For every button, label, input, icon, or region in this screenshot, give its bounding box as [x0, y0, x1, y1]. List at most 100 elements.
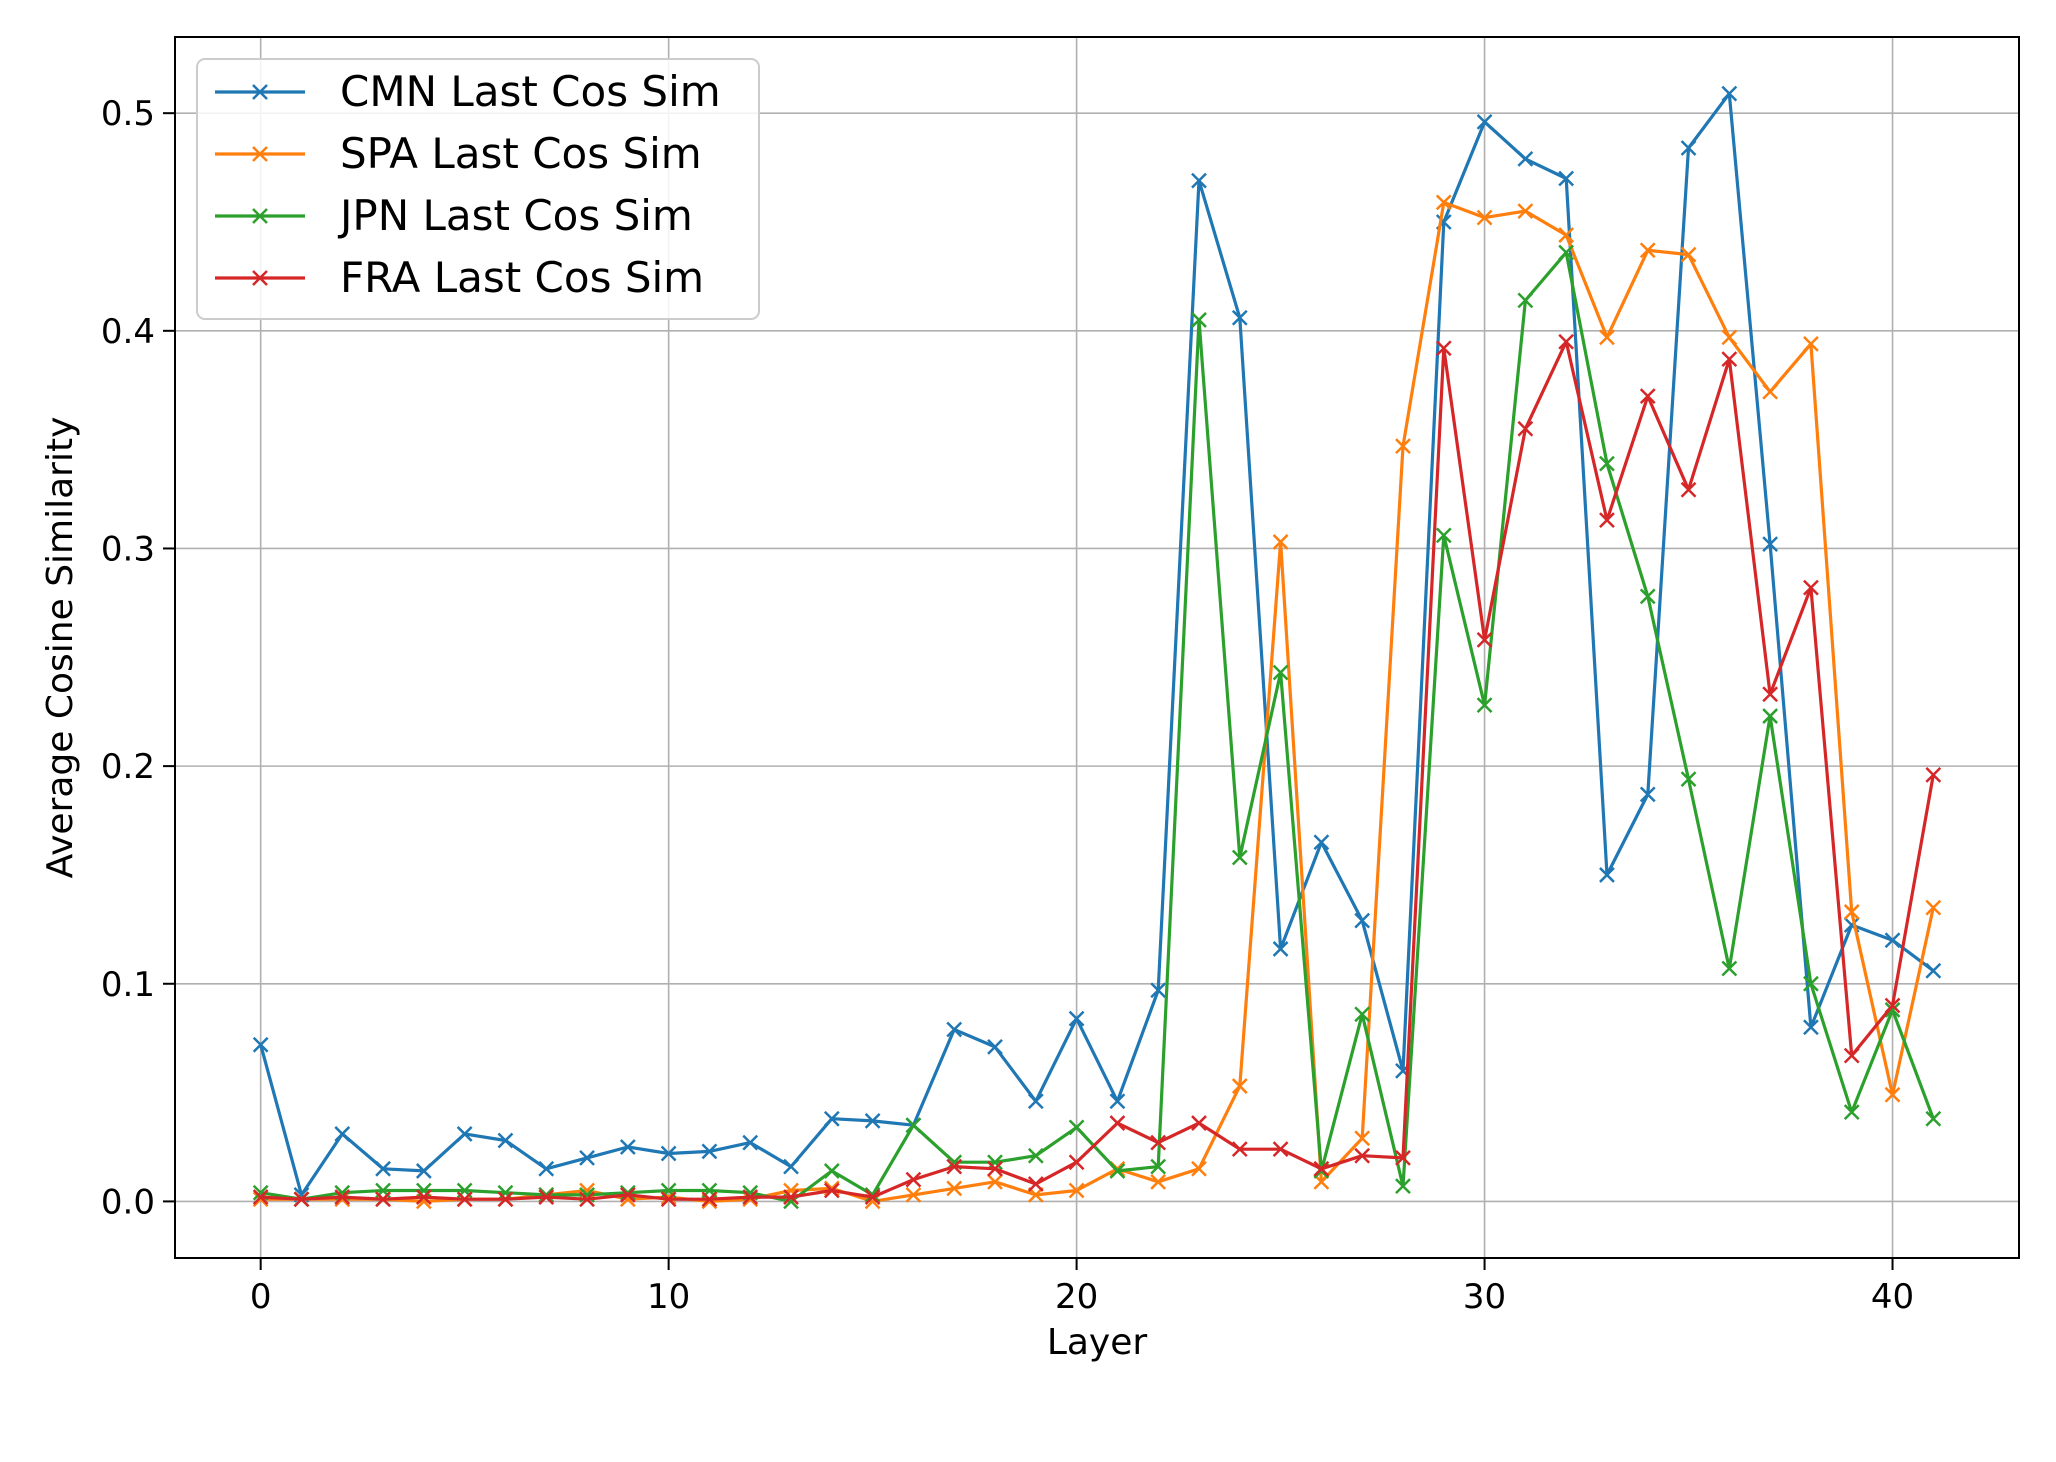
- data-point-marker: [1680, 481, 1697, 498]
- data-point-marker: [1476, 697, 1493, 714]
- y-tick-label: 0.4: [101, 312, 155, 352]
- data-point-marker: [538, 1189, 555, 1205]
- data-point-marker: [1027, 1093, 1044, 1110]
- legend-item: JPN Last Cos Sim: [215, 191, 693, 240]
- data-point-marker: [1803, 975, 1819, 992]
- data-point-marker: [905, 1171, 922, 1188]
- data-point-marker: [1680, 246, 1697, 263]
- data-point-marker: [864, 1186, 881, 1203]
- data-point-marker: [456, 1126, 473, 1142]
- data-point-marker: [1272, 1141, 1289, 1158]
- data-point-marker: [1558, 333, 1575, 350]
- data-point-marker: [252, 1189, 269, 1205]
- data-point-marker: [375, 1191, 391, 1208]
- data-point-marker: [334, 1126, 351, 1142]
- data-point-marker: [1027, 1176, 1044, 1192]
- data-point-marker: [1395, 1149, 1411, 1166]
- data-point-marker: [1925, 962, 1942, 979]
- data-point-marker: [823, 1110, 840, 1127]
- data-point-marker: [823, 1182, 840, 1199]
- data-point-marker: [1231, 309, 1248, 326]
- data-point-marker: [1109, 1093, 1126, 1110]
- data-point-marker: [660, 1191, 677, 1208]
- legend-label: CMN Last Cos Sim: [340, 67, 721, 116]
- data-point-marker: [660, 1189, 677, 1205]
- data-point-marker: [701, 1191, 718, 1208]
- data-point-marker: [1884, 1001, 1901, 1018]
- data-point-marker: [1517, 150, 1534, 167]
- data-point-marker: [1272, 664, 1289, 681]
- data-point-marker: [1517, 292, 1534, 309]
- data-point-marker: [1762, 708, 1779, 724]
- data-point-marker: [783, 1158, 799, 1175]
- data-point-marker: [987, 1160, 1003, 1177]
- legend-label: JPN Last Cos Sim: [337, 191, 693, 240]
- data-point-marker: [1599, 329, 1615, 346]
- data-point-marker: [1150, 1158, 1167, 1175]
- data-point-marker: [1191, 312, 1207, 328]
- x-tick-label: 20: [1055, 1277, 1098, 1317]
- legend-box: [196, 58, 760, 320]
- data-point-marker: [1558, 170, 1575, 187]
- y-tick-label: 0.2: [101, 747, 155, 787]
- data-point-marker: [1721, 85, 1738, 102]
- data-point-marker: [1068, 1182, 1085, 1199]
- x-axis-label: Layer: [1047, 1322, 1148, 1363]
- data-point-marker: [1925, 899, 1942, 916]
- y-tick-label: 0.0: [101, 1182, 155, 1222]
- data-point-marker: [864, 1189, 881, 1205]
- legend-label: SPA Last Cos Sim: [340, 129, 702, 178]
- data-point-marker: [1639, 242, 1656, 259]
- series-3: [252, 244, 1942, 1210]
- x-tick-label: 30: [1463, 1277, 1506, 1317]
- data-point-marker: [252, 1036, 269, 1053]
- data-point-marker: [1639, 388, 1656, 405]
- legend-item: SPA Last Cos Sim: [215, 129, 702, 178]
- x-tick-label: 40: [1871, 1277, 1914, 1317]
- data-point-marker: [660, 1145, 677, 1162]
- series-line: [260, 340, 1935, 1201]
- data-point-marker: [946, 1158, 963, 1175]
- legend-item: CMN Last Cos Sim: [215, 67, 721, 116]
- data-point-marker: [1517, 203, 1534, 220]
- data-point-marker: [1476, 209, 1493, 226]
- data-point-marker: [1599, 512, 1615, 529]
- data-point-marker: [823, 1163, 840, 1179]
- data-point-marker: [1231, 849, 1248, 866]
- data-point-marker: [1068, 1154, 1085, 1171]
- data-point-marker: [742, 1189, 759, 1205]
- y-tick-label: 0.1: [101, 965, 155, 1005]
- data-point-marker: [905, 1117, 922, 1134]
- data-point-marker: [1762, 383, 1779, 400]
- data-point-marker: [1599, 867, 1615, 883]
- data-point-marker: [1721, 329, 1738, 346]
- data-point-marker: [1272, 941, 1289, 957]
- data-point-marker: [415, 1163, 432, 1179]
- data-point-marker: [1843, 1047, 1860, 1064]
- data-point-marker: [946, 1180, 963, 1197]
- data-point-marker: [538, 1160, 555, 1177]
- data-point-marker: [1150, 1173, 1167, 1190]
- data-point-marker: [1762, 536, 1779, 553]
- y-tick-label: 0.3: [101, 529, 155, 569]
- data-point-marker: [1231, 1141, 1248, 1158]
- data-point-marker: [1027, 1147, 1044, 1164]
- data-point-marker: [538, 1186, 555, 1203]
- series-lines: [252, 85, 1942, 1210]
- legend: CMN Last Cos Sim SPA Last Cos Sim JPN Last…: [196, 58, 760, 320]
- data-point-marker: [1150, 982, 1167, 999]
- data-point-marker: [1435, 194, 1452, 211]
- data-point-marker: [619, 1186, 636, 1203]
- data-point-marker: [1354, 912, 1371, 929]
- data-point-marker: [334, 1189, 351, 1205]
- legend-swatch-marker: [252, 146, 268, 162]
- series-line: [260, 250, 1935, 1204]
- data-point-marker: [1721, 351, 1738, 368]
- data-point-marker: [579, 1149, 595, 1166]
- data-point-marker: [375, 1160, 391, 1177]
- data-point-marker: [987, 1154, 1003, 1171]
- data-point-marker: [1762, 686, 1779, 703]
- legend-swatch-marker: [252, 84, 268, 100]
